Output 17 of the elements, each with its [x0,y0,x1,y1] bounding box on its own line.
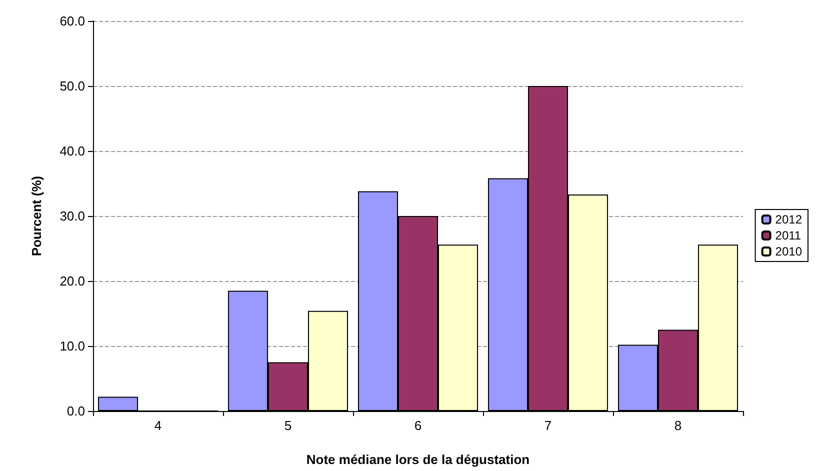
x-axis-title: Note médiane lors de la dégustation [306,452,530,467]
y-tick-label: 0.0 [66,404,85,418]
x-tick-label: 5 [284,418,292,433]
y-axis-title: Pourcent (%) [29,176,44,256]
x-tick-label: 4 [154,418,162,433]
x-tick-label: 7 [544,418,552,433]
y-tick-label: 10.0 [60,338,85,354]
x-tick-label: 8 [674,418,682,433]
y-tick-label: 40.0 [60,144,85,158]
y-tick-label: 60.0 [60,14,85,28]
legend-label: 2012 [775,212,802,226]
x-tick-label: 6 [414,418,422,433]
y-tick-label: 20.0 [60,274,85,288]
y-tick-label: 50.0 [60,78,85,94]
y-tick-label: 30.0 [60,208,85,224]
legend-label: 2011 [775,228,802,242]
legend-label: 2010 [775,244,802,258]
